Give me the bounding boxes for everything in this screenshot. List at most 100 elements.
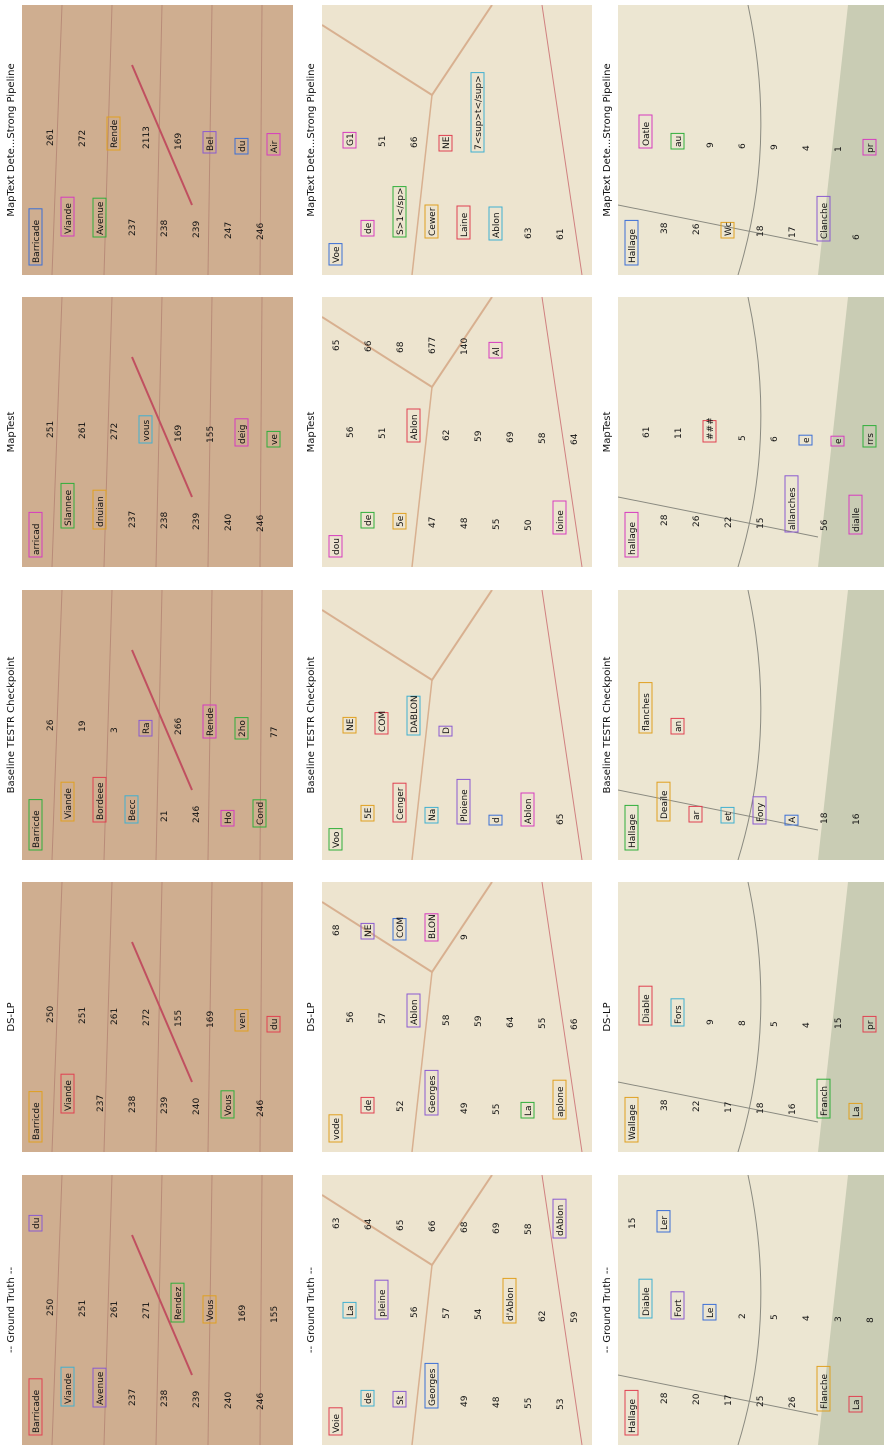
map-word: 272 xyxy=(142,1009,152,1026)
map-word: Vous xyxy=(224,1094,234,1116)
map-word: 20 xyxy=(692,1393,702,1405)
map-word: 239 xyxy=(192,1391,202,1408)
map-word: 5E xyxy=(364,807,374,819)
panel-label: DS-LP xyxy=(306,1002,317,1031)
map-word: 61 xyxy=(642,427,652,438)
map-background xyxy=(22,590,293,860)
panel-label: Baseline TESTR Checkpoint xyxy=(6,657,17,794)
map-background xyxy=(22,882,293,1152)
map-word: 50 xyxy=(524,519,534,531)
map-panel: vodede52Georges4955Laaplone5657Ablon5859… xyxy=(322,882,592,1152)
map-word: 250 xyxy=(46,1006,56,1023)
map-word: 53 xyxy=(556,1399,566,1410)
map-word: pr xyxy=(866,1020,876,1030)
map-word: 677 xyxy=(428,337,438,354)
map-word: BLON xyxy=(428,914,438,939)
map-word: deig xyxy=(238,425,248,444)
map-word: 6 xyxy=(770,436,780,442)
map-word: Voo xyxy=(332,831,342,848)
map-word: Barricade xyxy=(32,1389,42,1433)
map-word: DABLON xyxy=(410,695,420,733)
map-word: ### xyxy=(706,417,716,440)
panel-label: -- Ground Truth -- xyxy=(6,1267,17,1353)
map-word: Hallage xyxy=(628,1398,638,1433)
map-word: au xyxy=(674,136,684,147)
panel-label: -- Ground Truth -- xyxy=(602,1267,613,1353)
map-word: 49 xyxy=(460,1395,470,1407)
map-word: aplone xyxy=(556,1086,566,1117)
map-word: pr xyxy=(866,143,876,153)
map-word: Voie xyxy=(332,1414,342,1433)
map-word: 69 xyxy=(492,1222,502,1234)
map-word: 58 xyxy=(538,432,548,444)
panel-label: Baseline TESTR Checkpoint xyxy=(306,657,317,794)
map-word: 38 xyxy=(660,222,670,234)
map-word: Bel xyxy=(206,137,216,151)
map-word: 246 xyxy=(256,1100,266,1117)
map-word: Barricde xyxy=(32,1102,42,1140)
map-word: et xyxy=(724,811,734,821)
map-word: Ploiene xyxy=(460,789,470,822)
map-word: 8 xyxy=(738,1020,748,1026)
map-word: G1 xyxy=(346,133,356,146)
map-word: 26 xyxy=(788,1396,798,1408)
map-word: 5 xyxy=(770,1314,780,1320)
map-word: 55 xyxy=(492,519,502,530)
map-panel: Hallage3826Wc1817Clanche6Oatleau96941pr xyxy=(618,5,884,275)
map-word: 237 xyxy=(96,1095,106,1112)
map-word: 22 xyxy=(724,517,734,528)
map-word: 9 xyxy=(460,934,470,940)
map-word: 155 xyxy=(270,1306,280,1323)
map-word: d'Ablon xyxy=(506,1287,516,1321)
map-word: 240 xyxy=(224,514,234,531)
map-word: 169 xyxy=(238,1305,248,1322)
map-word: 68 xyxy=(396,341,406,353)
map-word: 155 xyxy=(174,1010,184,1027)
map-word: 28 xyxy=(660,514,670,526)
map-word: Georges xyxy=(428,1075,438,1113)
map-word: Diable xyxy=(642,1287,652,1316)
map-word: 51 xyxy=(378,136,388,147)
map-word: 2ho xyxy=(238,720,248,737)
map-word: 17 xyxy=(724,1395,734,1406)
map-word: 18 xyxy=(820,812,830,824)
map-word: 5 xyxy=(738,435,748,441)
map-word: Avenue xyxy=(96,201,106,235)
map-word: 28 xyxy=(660,1392,670,1404)
map-word: Ablon xyxy=(524,798,534,824)
map-word: Le xyxy=(706,1307,716,1318)
map-word: 54 xyxy=(474,1308,484,1320)
map-word: 15 xyxy=(834,1018,844,1029)
map-word: 239 xyxy=(192,221,202,238)
map-word: 7<sup>t</sup> xyxy=(474,75,484,150)
map-word: 63 xyxy=(332,1218,342,1229)
map-word: 5 xyxy=(770,1021,780,1027)
map-word: 15 xyxy=(628,1218,638,1229)
figure: MapText Dete...Strong PipelineBarricadeV… xyxy=(0,0,884,1451)
map-word: 66 xyxy=(410,136,420,148)
map-word: Air xyxy=(270,140,280,153)
map-word: Vous xyxy=(206,1299,216,1321)
map-word: 238 xyxy=(128,1096,138,1113)
map-word: an xyxy=(674,721,684,732)
map-background xyxy=(22,5,293,275)
map-word: 51 xyxy=(378,428,388,439)
map-word: Viande xyxy=(64,1080,74,1111)
map-word: Ho xyxy=(224,811,234,824)
map-word: Flanche xyxy=(820,1373,830,1409)
map-word: 55 xyxy=(524,1398,534,1409)
map-word: de xyxy=(364,514,374,526)
map-word: Ablon xyxy=(410,414,420,440)
map-panel: Hallage2820172526FlancheLaDiableFortLe25… xyxy=(618,1175,884,1445)
map-word: 9 xyxy=(770,144,780,150)
map-word: Deaile xyxy=(660,790,670,819)
map-word: Viande xyxy=(64,1373,74,1404)
map-word: rrs xyxy=(866,433,876,445)
map-word: Voe xyxy=(332,246,342,263)
map-word: 57 xyxy=(378,1013,388,1024)
map-panel: arricadSlanneednuian23723823924024625126… xyxy=(22,297,293,567)
map-word: La xyxy=(852,1106,862,1117)
map-word: dialle xyxy=(852,507,862,532)
map-word: 65 xyxy=(332,340,342,351)
